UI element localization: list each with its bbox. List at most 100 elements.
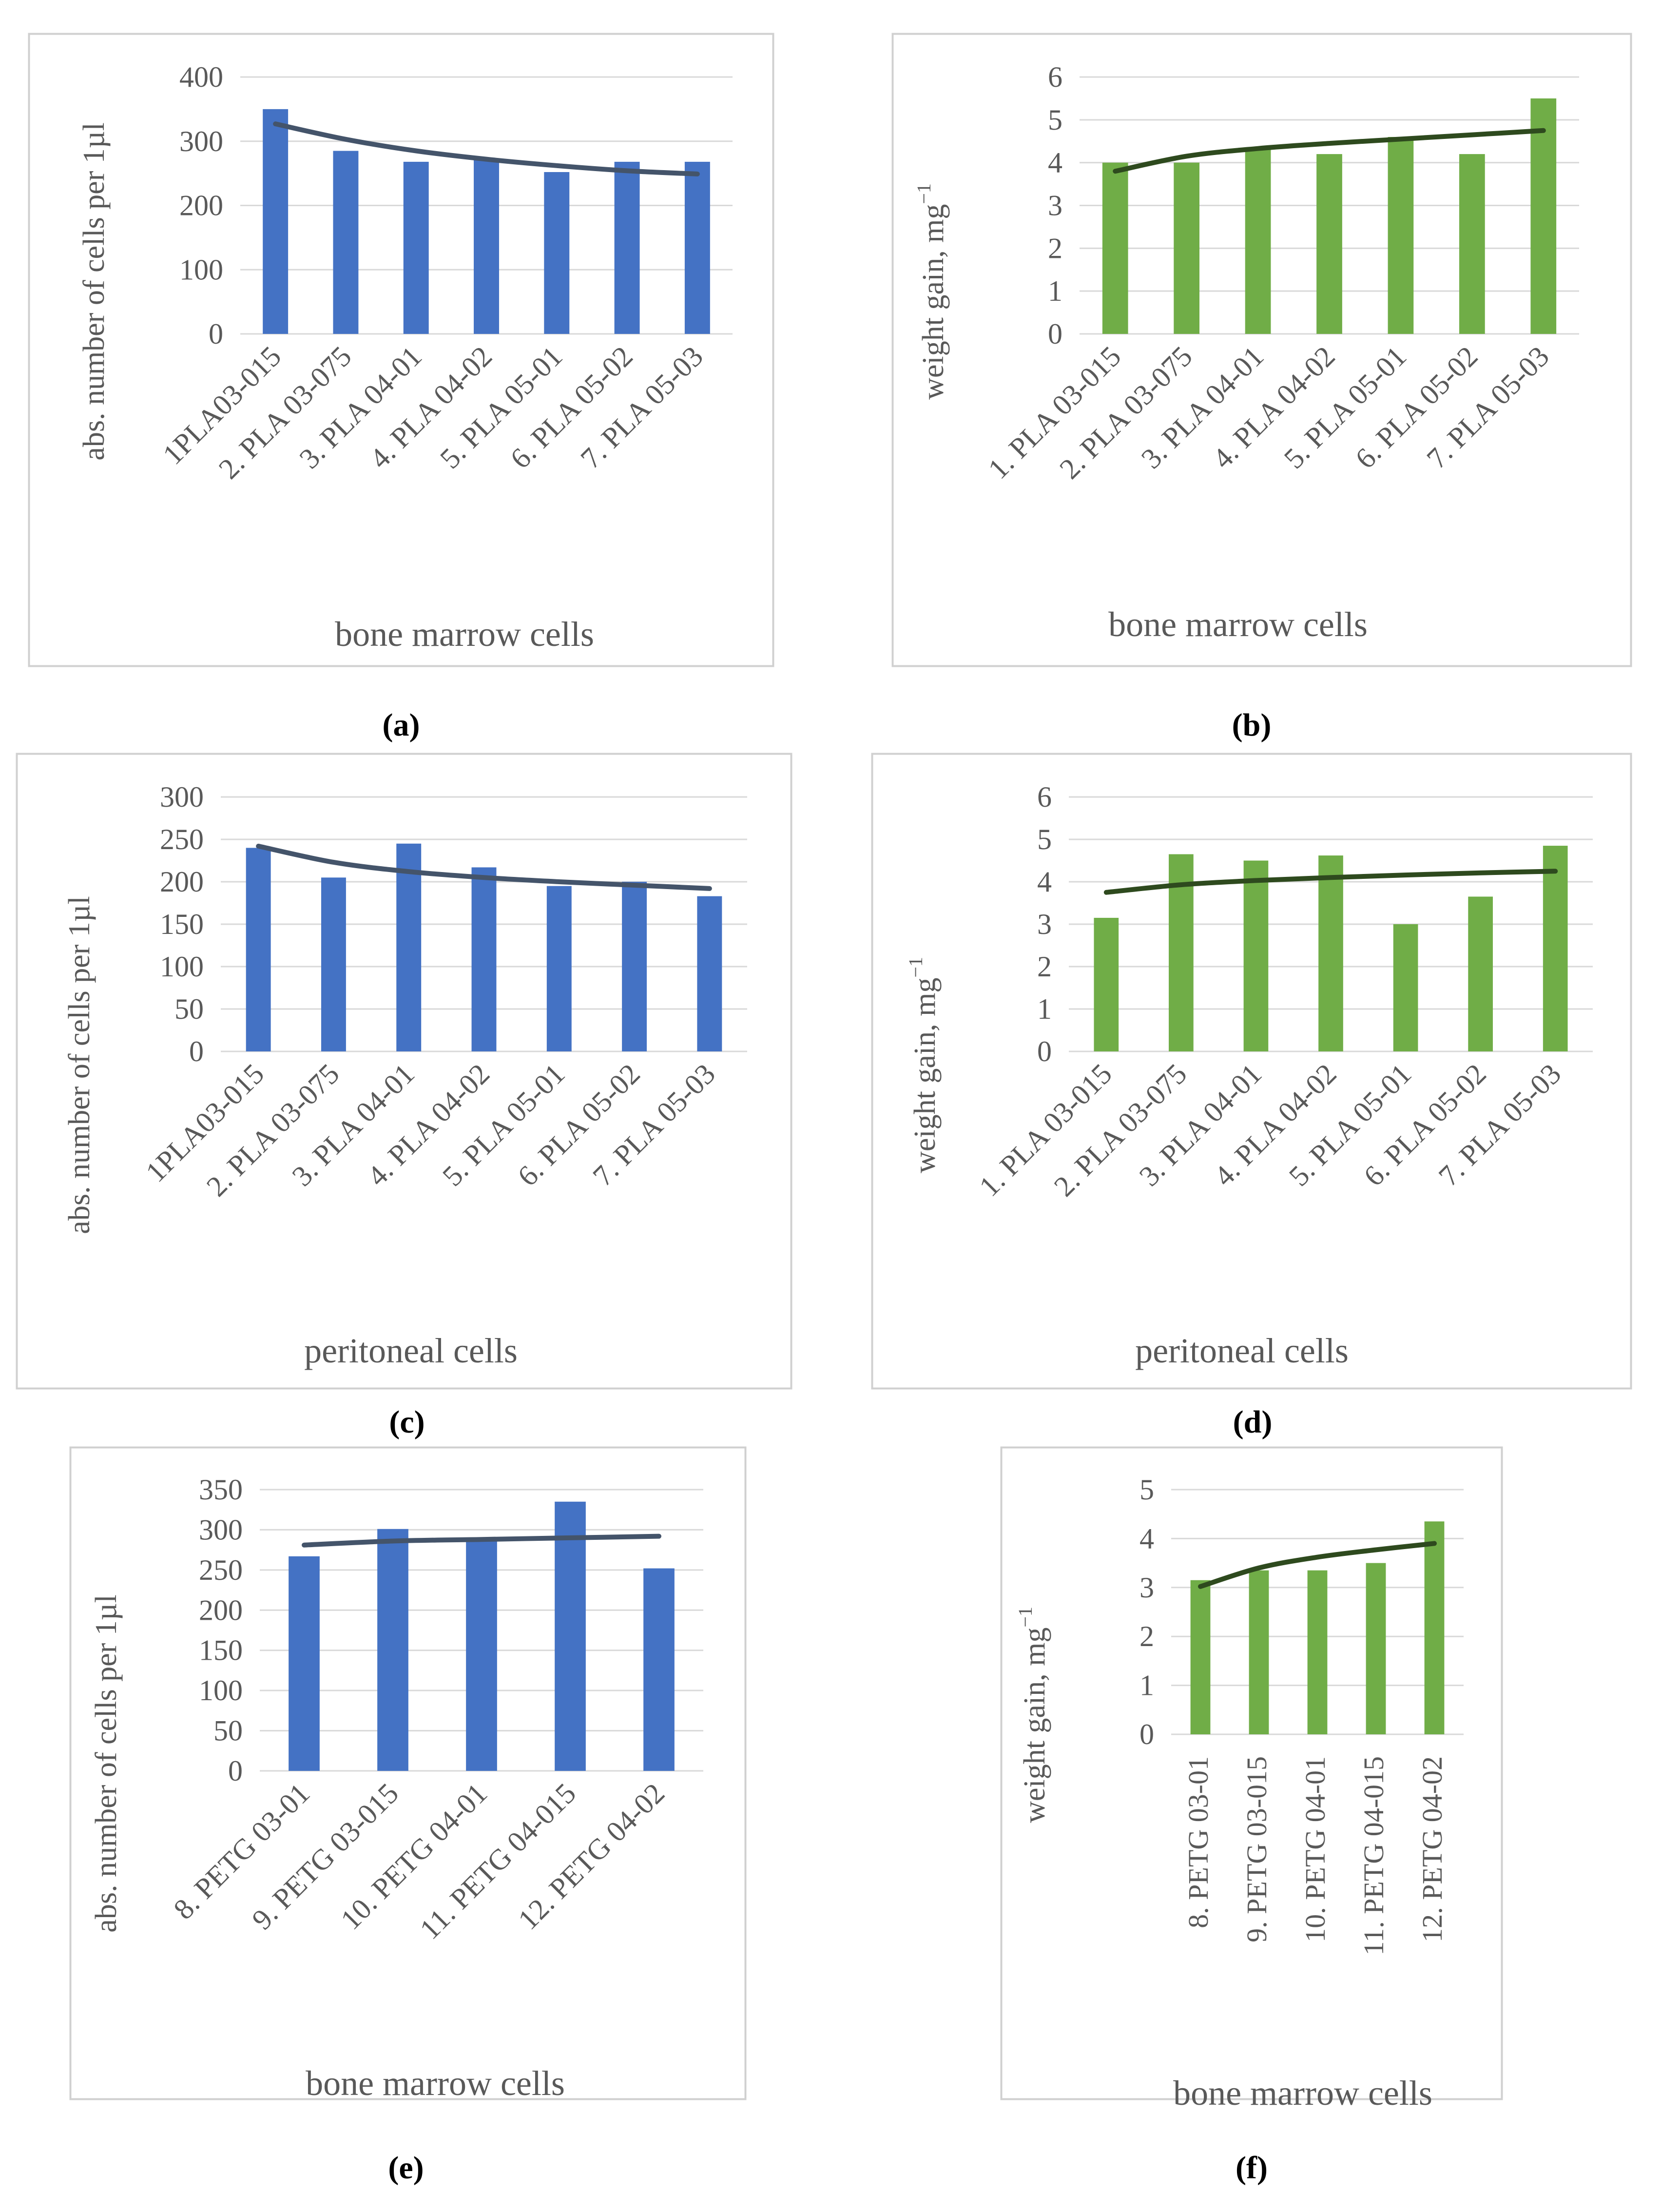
y-tick-label: 0 [209, 318, 223, 350]
y-axis-label: weight gain, mg−1 [1014, 1607, 1051, 1823]
y-axis-label-superscript: −1 [905, 957, 927, 978]
x-axis-label: bone marrow cells [1108, 605, 1368, 644]
y-axis-label: weight gain, mg−1 [913, 183, 950, 400]
y-tick-label: 6 [1048, 61, 1062, 93]
bar [1102, 162, 1128, 334]
y-axis-label-text: weight gain, mg [1018, 1628, 1051, 1823]
chart-panel-f: 0 1 2 3 4 5 8. PETG 03-01 9. PETG 03-015 10. PET… [1000, 1446, 1503, 2113]
trendline [302, 1533, 661, 1548]
trendline [1113, 128, 1546, 174]
y-tick-label: 2 [1140, 1620, 1154, 1652]
y-tick-label: 5 [1140, 1474, 1154, 1506]
x-axis-label: peritoneal cells [1135, 1331, 1349, 1370]
chart-panel-c: 0 50 100 150 200 250 300 1PLA03-015 2. PLA 03-07… [16, 753, 792, 1390]
bar [1393, 924, 1418, 1051]
bar [1190, 1580, 1211, 1734]
y-axis-label: abs. number of cells per 1µl [90, 1594, 123, 1932]
y-tick-label: 0 [228, 1755, 243, 1787]
bar [697, 896, 722, 1051]
y-tick-label: 150 [199, 1634, 243, 1667]
bar [1243, 860, 1269, 1051]
bar [474, 159, 499, 334]
y-axis-label-superscript: −1 [1014, 1607, 1036, 1628]
x-category-label: 12. PETG 04-02 [1416, 1756, 1448, 1942]
bar [546, 886, 572, 1051]
bar [643, 1568, 675, 1771]
y-axis-label-text: abs. number of cells per 1µl [90, 1594, 123, 1932]
bar [289, 1556, 320, 1771]
chart-panel-a: 0 100 200 300 400 1PLA03-015 2. PLA 03-075 3. P… [28, 33, 774, 667]
y-axis-label: abs. number of cells per 1µl [63, 896, 96, 1234]
bar [321, 877, 346, 1051]
bar [544, 172, 570, 334]
x-category-label: 9. PETG 03-015 [1241, 1756, 1273, 1942]
bar [1543, 846, 1568, 1051]
chart-panel-b: 0 1 2 3 4 5 6 1. PLA 03-015 2. PLA 03-075 3. PLA … [891, 33, 1632, 667]
caption-c: (c) [389, 1404, 425, 1440]
y-tick-label: 100 [160, 951, 204, 983]
trendline [1198, 1541, 1437, 1589]
y-tick-label: 150 [160, 908, 204, 940]
caption-d: (d) [1233, 1404, 1273, 1440]
y-tick-label: 50 [213, 1715, 243, 1747]
y-tick-label: 3 [1048, 190, 1062, 222]
y-tick-label: 1 [1140, 1669, 1154, 1702]
y-tick-label: 4 [1048, 147, 1062, 179]
y-tick-label: 0 [1037, 1035, 1052, 1067]
y-axis-label-text: weight gain, mg [908, 978, 942, 1173]
y-tick-label: 3 [1037, 908, 1052, 940]
y-tick-label: 200 [199, 1594, 243, 1626]
x-axis-label: bone marrow cells [1173, 2074, 1432, 2113]
y-tick-label: 50 [174, 993, 204, 1025]
y-tick-label: 200 [160, 866, 204, 898]
bar [396, 843, 422, 1051]
bar [333, 151, 359, 334]
y-tick-label: 3 [1140, 1572, 1154, 1604]
y-axis-label: weight gain, mg−1 [905, 957, 942, 1173]
y-tick-label: 6 [1037, 781, 1052, 813]
bar [1318, 855, 1343, 1051]
y-tick-label: 4 [1140, 1522, 1154, 1554]
bar [403, 161, 429, 334]
y-tick-label: 200 [179, 190, 223, 222]
y-tick-label: 0 [1140, 1718, 1154, 1750]
chart-panel-e: 0 50 100 150 200 250 300 350 8. PETG 03-01 9. PET… [69, 1446, 747, 2103]
caption-e: (e) [388, 2150, 424, 2186]
caption-b: (b) [1232, 707, 1272, 743]
bar [1366, 1563, 1386, 1734]
y-axis-label-text: abs. number of cells per 1µl [63, 896, 96, 1234]
bar [471, 867, 497, 1051]
y-tick-label: 100 [179, 253, 223, 286]
bar [1468, 896, 1493, 1051]
y-tick-label: 5 [1037, 823, 1052, 855]
bar [1388, 136, 1414, 334]
y-tick-label: 0 [1048, 318, 1062, 350]
bar [263, 109, 289, 334]
bar [1459, 154, 1485, 334]
y-tick-label: 250 [199, 1554, 243, 1586]
chart-frame [1000, 1446, 1503, 2100]
y-tick-label: 1 [1037, 993, 1052, 1025]
bar [1245, 150, 1271, 334]
y-axis-label: abs. number of cells per 1µl [77, 122, 111, 460]
caption-a: (a) [382, 707, 420, 743]
y-axis-label-text: abs. number of cells per 1µl [77, 122, 111, 460]
x-category-label: 8. PETG 03-01 [1182, 1756, 1214, 1928]
x-axis-label: bone marrow cells [335, 615, 594, 654]
chart-frame [28, 33, 774, 667]
y-tick-label: 400 [179, 61, 223, 93]
y-tick-label: 300 [160, 781, 204, 813]
bar [246, 848, 271, 1051]
caption-f: (f) [1236, 2150, 1268, 2186]
chart-panel-d: 0 1 2 3 4 5 6 1. PLA 03-015 2. PLA 03-075 3. PLA … [871, 753, 1632, 1390]
y-tick-label: 100 [199, 1674, 243, 1707]
bar [1094, 917, 1119, 1051]
bar [466, 1539, 497, 1771]
trendline [1103, 869, 1558, 895]
chart-frame [871, 753, 1632, 1390]
y-tick-label: 300 [199, 1513, 243, 1546]
